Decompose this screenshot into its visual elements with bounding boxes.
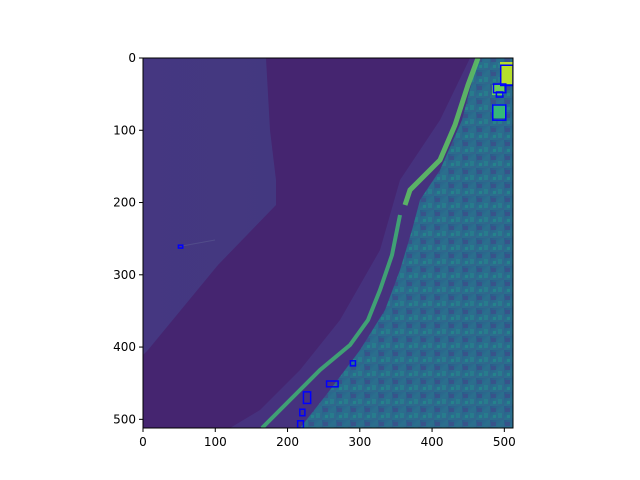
sea-light-band [143,58,276,355]
bright-patch-3 [493,104,505,118]
coastline [402,58,481,206]
detection-box [349,360,357,367]
x-tick-label: 300 [348,435,371,449]
x-tick-label: 100 [204,435,227,449]
y-tick-label: 500 [113,412,136,426]
sea-dark [143,58,470,428]
x-axis: 0 100 200 300 400 500 [139,428,516,449]
x-tick-label: 200 [276,435,299,449]
x-tick-label: 400 [421,435,444,449]
detection-boxes [177,64,513,428]
detection-box [296,420,305,428]
y-tick-label: 400 [113,340,136,354]
detection-box [495,91,504,98]
image-area [143,58,513,428]
coastline-south [260,214,402,428]
bright-patch [500,62,513,84]
detection-box [492,104,507,121]
y-tick-label: 0 [128,51,136,65]
axes-frame [142,57,514,429]
y-axis: 0 100 200 300 400 500 [113,51,143,426]
detection-box [177,244,184,249]
bright-patch-2 [492,85,504,95]
land [300,58,513,428]
x-tick-label: 500 [493,435,516,449]
detection-box [325,380,339,388]
detection-box [302,391,312,405]
x-tick-label: 0 [139,435,147,449]
y-tick-label: 200 [113,196,136,210]
detection-box [499,64,513,87]
detection-box [299,408,306,417]
y-tick-label: 100 [113,123,136,137]
vessel-wake [181,239,216,247]
y-tick-label: 300 [113,268,136,282]
